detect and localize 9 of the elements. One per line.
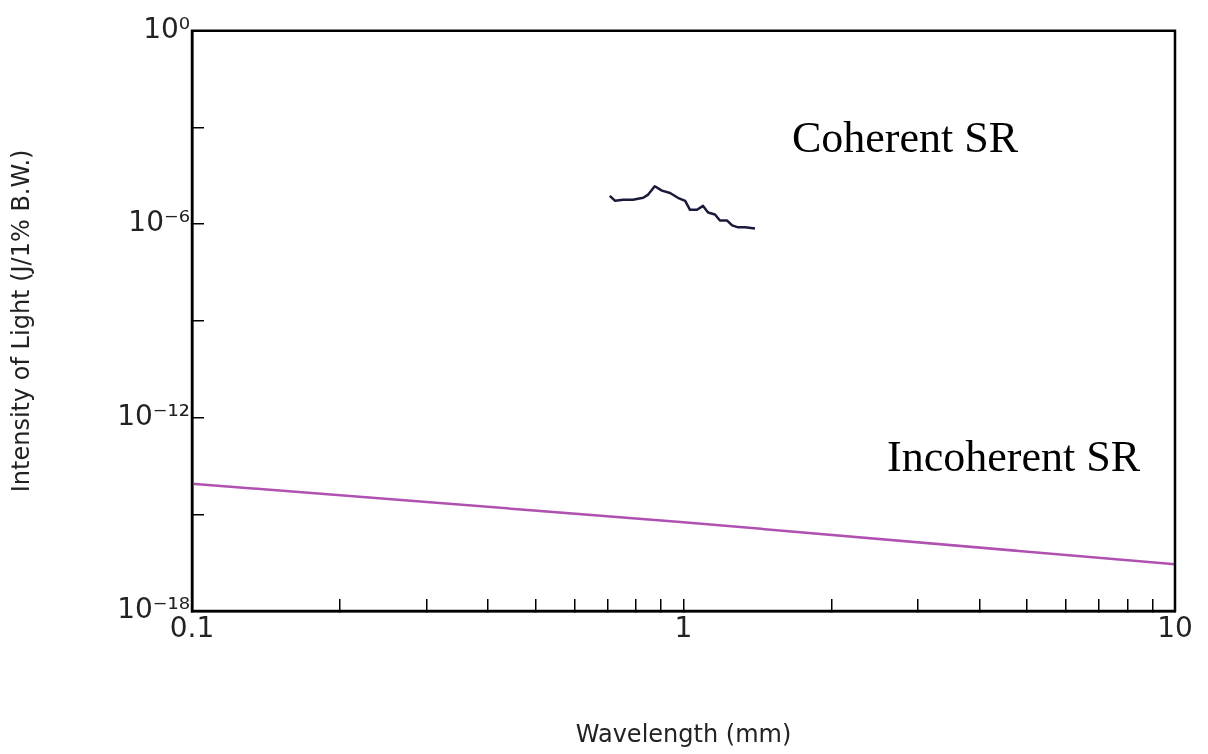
y-tick-label: 10⁻¹² (117, 398, 190, 432)
x-tick-label: 1 (674, 611, 693, 645)
x-tick-label: 10 (1157, 611, 1193, 645)
y-tick-label: 10⁰ (143, 12, 190, 46)
y-tick-label: 10⁻⁶ (128, 205, 190, 239)
series-label: Coherent SR (791, 112, 1019, 162)
y-axis-title: Intensity of Light (J/1% B.W.) (6, 149, 35, 493)
series-label: Incoherent SR (887, 431, 1141, 481)
x-axis-title: Wavelength (mm) (575, 719, 792, 748)
